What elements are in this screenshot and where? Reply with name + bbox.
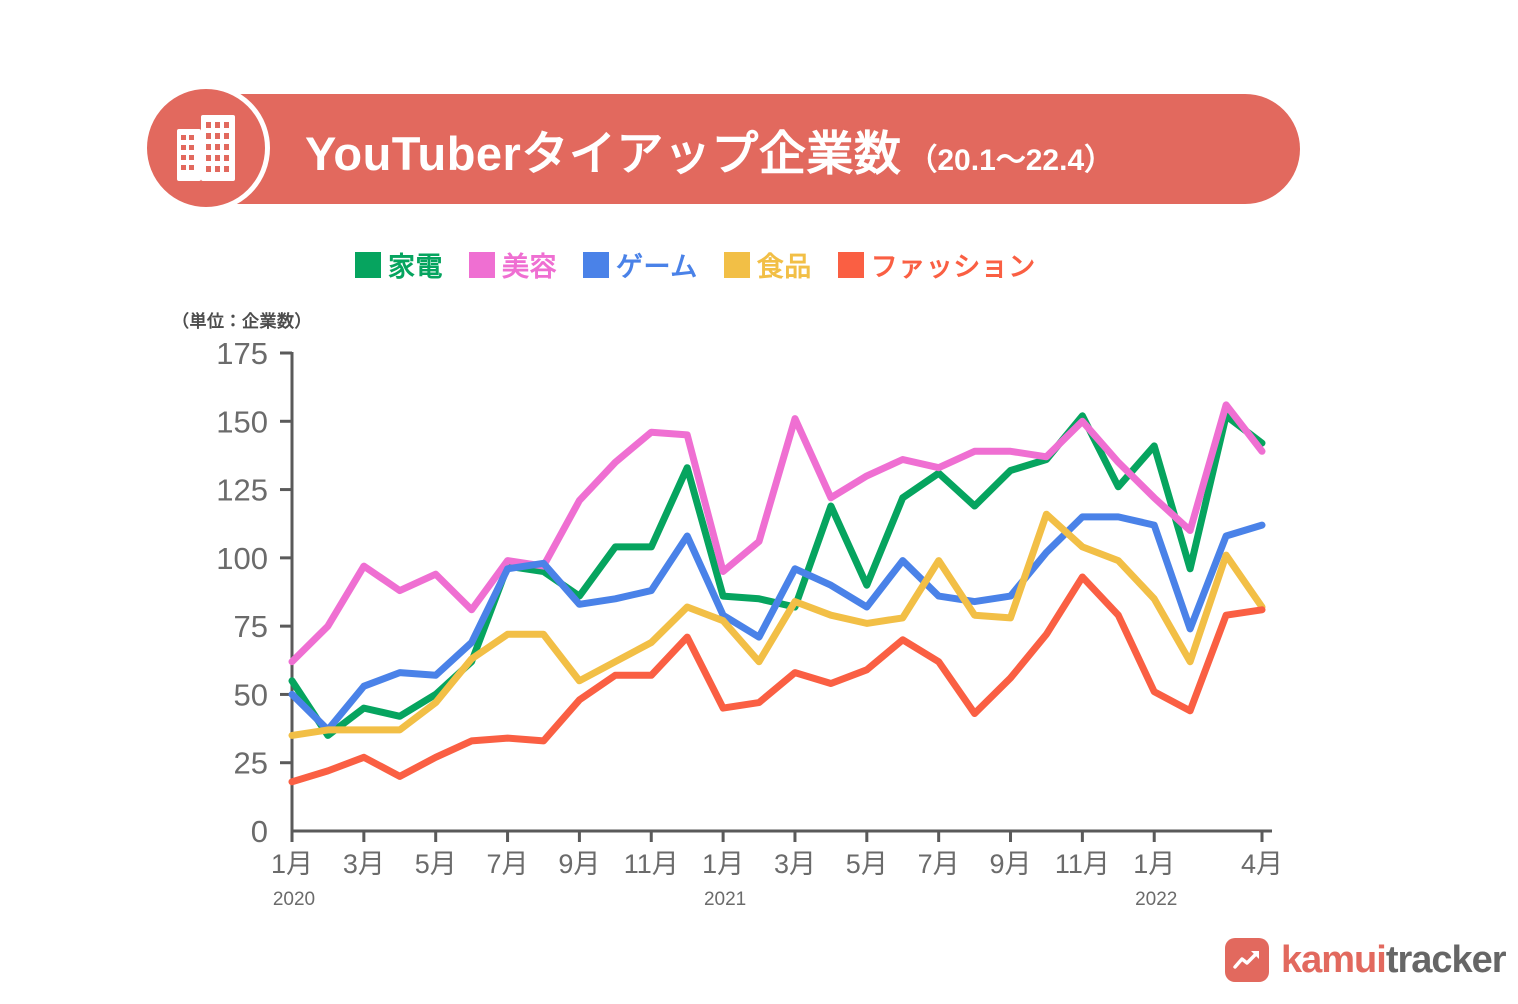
y-tick-label: 150: [216, 404, 268, 439]
y-tick-label: 50: [234, 677, 268, 712]
page-title-range: （20.1〜22.4）: [907, 143, 1115, 177]
page-title: YouTuberタイアップ企業数: [305, 126, 902, 180]
x-tick-label: 5月: [415, 849, 457, 879]
x-tick-label: 9月: [558, 849, 600, 879]
building-icon: [142, 84, 270, 212]
legend-swatch-icon: [355, 251, 381, 278]
series-line-美容: [288, 401, 1266, 666]
trend-up-icon: [1225, 938, 1269, 982]
y-axis: 0 25 50 75 100 125 150 175: [216, 336, 294, 849]
x-tick-label: 11月: [1055, 849, 1110, 879]
x-tick-year-label: 2021: [704, 889, 746, 910]
header-banner: YouTuberタイアップ企業数 （20.1〜22.4）: [142, 84, 1300, 212]
legend-label: 美容: [502, 252, 557, 282]
legend-item-3[interactable]: 食品: [723, 245, 812, 284]
legend-label: 家電: [388, 252, 443, 282]
x-tick-label: 1月: [271, 849, 313, 879]
logo-text-primary: kamui: [1281, 938, 1387, 981]
x-axis: 1月 2020 3月 5月 7月 9月 11月 1月 2021 3月 5月 7月 9月 11月 1月 2022…: [271, 829, 1283, 910]
x-tick-label: 7月: [918, 849, 960, 879]
chart-series: [288, 401, 1266, 786]
series-line-ゲーム: [288, 513, 1266, 734]
y-tick-label: 0: [251, 814, 268, 849]
series-line-食品: [288, 510, 1266, 739]
x-tick-year-label: 2020: [273, 889, 315, 910]
x-tick-label: 4月: [1241, 849, 1283, 879]
x-tick-year-label: 2022: [1135, 889, 1177, 910]
y-tick-label: 125: [216, 473, 268, 508]
kamuitracker-logo: kamuitracker: [1225, 938, 1507, 982]
x-tick-label: 11月: [624, 849, 679, 879]
legend-swatch-icon: [469, 251, 495, 278]
x-tick-label: 1月: [1133, 849, 1175, 879]
x-tick-label: 1月: [702, 849, 744, 879]
logo-text-secondary: tracker: [1385, 938, 1507, 981]
y-tick-label: 25: [234, 746, 268, 781]
x-tick-label: 3月: [343, 849, 385, 879]
legend-swatch-icon: [583, 251, 609, 278]
x-tick-label: 7月: [487, 849, 529, 879]
legend-item-1[interactable]: 美容: [469, 245, 557, 284]
legend-label: ゲーム: [616, 252, 698, 282]
x-tick-label: 5月: [846, 849, 888, 879]
y-tick-label: 100: [216, 541, 268, 576]
y-tick-label: 175: [216, 336, 268, 371]
legend-label: ファッション: [870, 252, 1036, 282]
legend-swatch-icon: [837, 251, 864, 278]
legend-item-0[interactable]: 家電: [355, 245, 443, 284]
legend-item-2[interactable]: ゲーム: [583, 245, 698, 284]
legend-swatch-icon: [723, 251, 750, 278]
unit-label: （単位：企業数）: [172, 312, 312, 331]
legend-label: 食品: [756, 252, 812, 282]
x-tick-label: 3月: [774, 849, 816, 879]
y-tick-label: 75: [234, 609, 268, 644]
legend-item-4[interactable]: ファッション: [837, 245, 1036, 284]
x-tick-label: 9月: [990, 849, 1032, 879]
series-line-ファッション: [288, 573, 1266, 786]
chart-legend: 家電 美容 ゲーム 食品 ファッション: [355, 245, 1036, 284]
